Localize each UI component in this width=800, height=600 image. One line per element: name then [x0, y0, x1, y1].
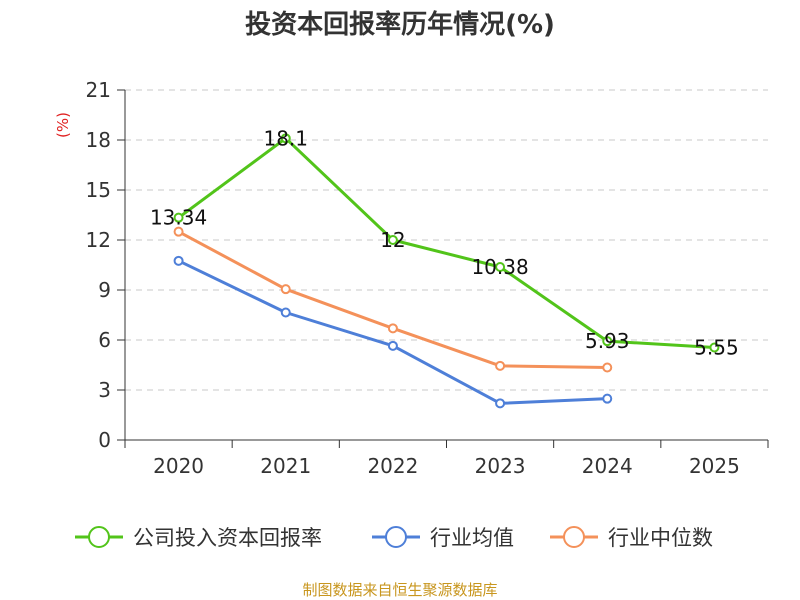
legend: 公司投入资本回报率 行业均值 行业中位数 [75, 526, 713, 550]
x-tick-label: 2020 [153, 454, 204, 478]
legend-label: 行业中位数 [608, 526, 713, 550]
source-note: 制图数据来自恒生聚源数据库 [302, 581, 497, 599]
data-point [387, 323, 398, 334]
data-label: 13.34 [150, 206, 207, 230]
x-tick-label: 2025 [689, 454, 740, 478]
legend-marker [88, 526, 110, 548]
data-point [173, 212, 184, 223]
data-point [495, 262, 506, 272]
data-point [173, 255, 184, 266]
data-labels: 13.34 18.1 12 10.38 5.93 5.55 [150, 126, 739, 359]
legend-marker [385, 526, 407, 548]
data-label: 18.1 [263, 126, 308, 150]
data-label: 5.55 [694, 336, 739, 360]
data-label: 5.93 [585, 329, 630, 353]
data-label: 10.38 [471, 255, 528, 279]
series-line-0 [177, 136, 715, 349]
data-point [173, 226, 184, 237]
y-tick-label: 15 [86, 178, 111, 202]
legend-label: 公司投入资本回报率 [133, 526, 322, 550]
series-points [173, 133, 720, 409]
series-lines [177, 136, 715, 405]
data-point [495, 398, 506, 409]
data-point [387, 235, 398, 245]
y-tick-label: 21 [86, 78, 111, 102]
y-tick-label: 6 [98, 328, 111, 352]
legend-label: 行业均值 [430, 526, 514, 550]
data-point [709, 342, 720, 353]
y-tick-label: 0 [98, 428, 111, 452]
legend-item-1: 行业均值 [372, 526, 514, 550]
data-point [280, 307, 291, 318]
legend-item-0: 公司投入资本回报率 [75, 526, 322, 550]
data-point [602, 336, 613, 347]
data-point [602, 393, 613, 404]
x-tick-label: 2021 [260, 454, 311, 478]
y-tick-label: 9 [98, 278, 111, 302]
data-label: 12 [380, 228, 405, 252]
data-point [280, 284, 291, 295]
axes [124, 90, 768, 441]
data-point [387, 340, 398, 351]
y-tick-label: 18 [86, 128, 111, 152]
legend-item-2: 行业中位数 [550, 526, 713, 550]
legend-marker [563, 526, 585, 548]
x-tick-labels: 2020 2021 2022 2023 2024 2025 [124, 440, 769, 478]
data-point [280, 133, 291, 144]
y-tick-labels: 0 3 6 9 12 15 18 21 [86, 78, 125, 452]
y-tick-label: 12 [86, 228, 111, 252]
x-tick-label: 2023 [475, 454, 526, 478]
chart-title: 投资本回报率历年情况(%) [245, 9, 555, 40]
data-point [602, 362, 613, 373]
y-tick-label: 3 [98, 378, 111, 402]
x-tick-label: 2024 [582, 454, 633, 478]
y-axis-label: (%) [54, 112, 72, 138]
data-point [495, 360, 506, 371]
grid-lines [125, 89, 768, 391]
x-tick-label: 2022 [367, 454, 418, 478]
